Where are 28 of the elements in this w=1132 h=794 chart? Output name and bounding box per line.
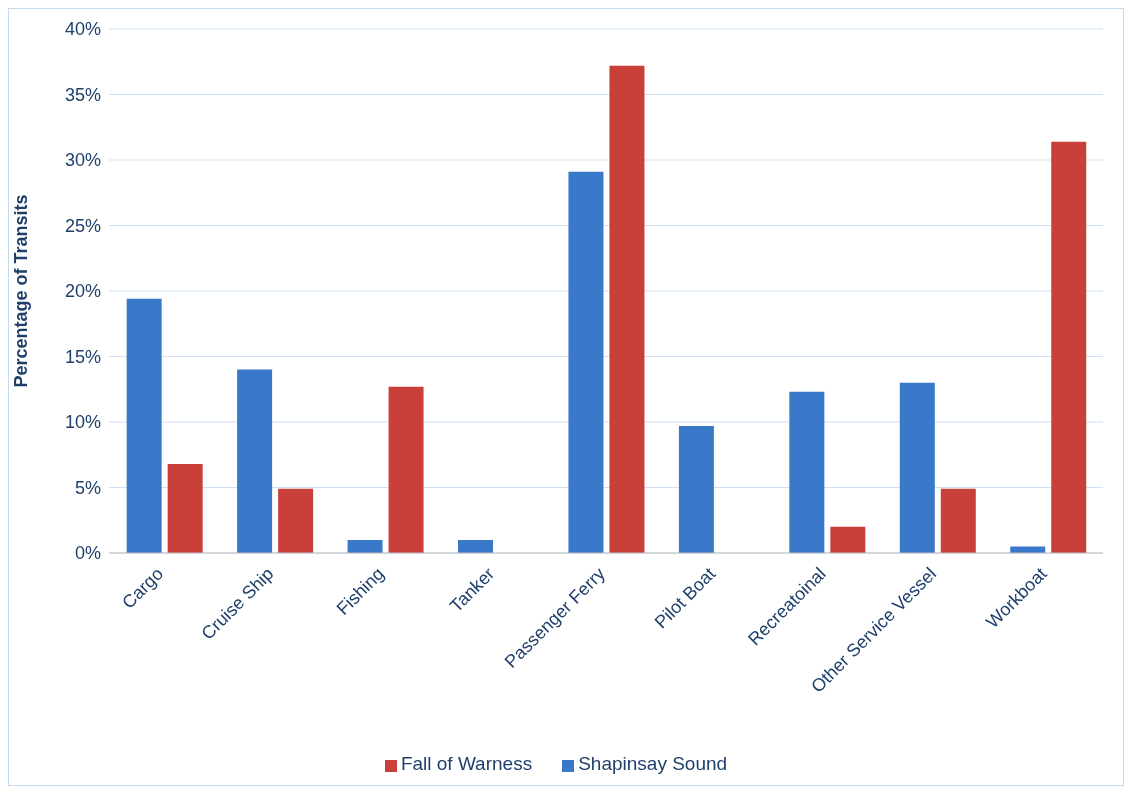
y-tick-label: 35% — [64, 84, 101, 105]
bar — [568, 171, 604, 553]
y-tick-label: 5% — [74, 477, 101, 498]
bar — [388, 386, 424, 553]
bar — [237, 369, 273, 553]
y-axis-title: Percentage of Transits — [11, 194, 32, 388]
bar — [167, 463, 203, 553]
y-tick-label: 0% — [74, 543, 101, 564]
bar — [1010, 546, 1046, 553]
bar — [830, 526, 866, 553]
bar — [899, 382, 935, 553]
legend-label: Shapinsay Sound — [578, 753, 728, 774]
legend-label: Fall of Warness — [400, 753, 533, 774]
bar — [940, 488, 976, 553]
bar — [789, 391, 825, 553]
y-tick-label: 25% — [64, 215, 101, 236]
y-tick-label: 30% — [64, 150, 101, 171]
bar — [347, 539, 383, 553]
bar — [278, 488, 314, 553]
bar — [609, 65, 645, 553]
bar — [126, 298, 162, 553]
bar — [458, 539, 493, 553]
y-tick-label: 10% — [64, 412, 101, 433]
bar — [1051, 141, 1087, 553]
y-tick-label: 40% — [64, 19, 101, 40]
y-tick-label: 15% — [64, 346, 101, 367]
y-tick-label: 20% — [64, 281, 101, 302]
bar — [678, 425, 714, 553]
